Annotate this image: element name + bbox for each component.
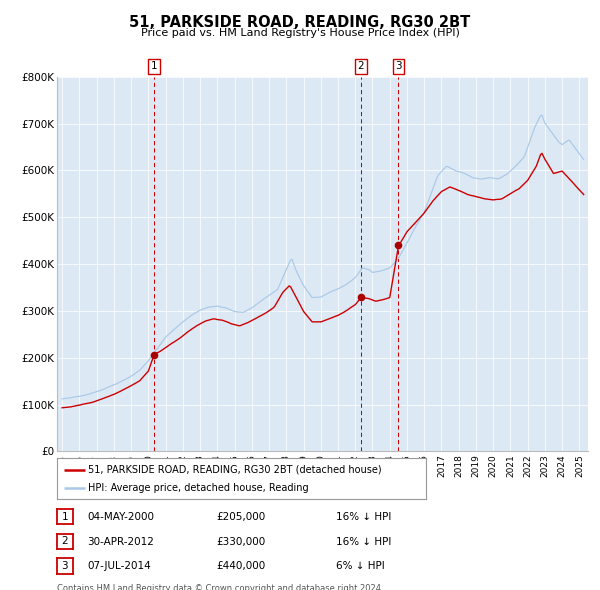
Text: 16% ↓ HPI: 16% ↓ HPI xyxy=(336,537,391,546)
Text: HPI: Average price, detached house, Reading: HPI: Average price, detached house, Read… xyxy=(88,483,309,493)
Text: Price paid vs. HM Land Registry's House Price Index (HPI): Price paid vs. HM Land Registry's House … xyxy=(140,28,460,38)
Text: 04-MAY-2000: 04-MAY-2000 xyxy=(87,512,154,522)
Text: 3: 3 xyxy=(395,61,402,71)
Text: £440,000: £440,000 xyxy=(216,562,265,571)
Text: 3: 3 xyxy=(61,561,68,571)
Text: 2: 2 xyxy=(358,61,364,71)
Text: 2: 2 xyxy=(61,536,68,546)
Text: 1: 1 xyxy=(151,61,157,71)
Text: £205,000: £205,000 xyxy=(216,512,265,522)
Text: Contains HM Land Registry data © Crown copyright and database right 2024.
This d: Contains HM Land Registry data © Crown c… xyxy=(57,584,383,590)
Text: 16% ↓ HPI: 16% ↓ HPI xyxy=(336,512,391,522)
Text: 51, PARKSIDE ROAD, READING, RG30 2BT: 51, PARKSIDE ROAD, READING, RG30 2BT xyxy=(130,15,470,30)
Text: 30-APR-2012: 30-APR-2012 xyxy=(87,537,154,546)
Text: 1: 1 xyxy=(61,512,68,522)
Text: 6% ↓ HPI: 6% ↓ HPI xyxy=(336,562,385,571)
Text: 51, PARKSIDE ROAD, READING, RG30 2BT (detached house): 51, PARKSIDE ROAD, READING, RG30 2BT (de… xyxy=(88,465,382,475)
Text: 07-JUL-2014: 07-JUL-2014 xyxy=(87,562,151,571)
Text: £330,000: £330,000 xyxy=(216,537,265,546)
